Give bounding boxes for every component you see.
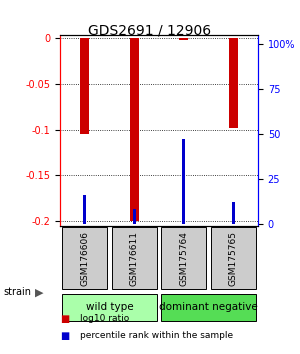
Bar [182, 139, 185, 224]
Text: GSM176611: GSM176611 [130, 230, 139, 286]
Text: ▶: ▶ [34, 288, 43, 298]
FancyBboxPatch shape [211, 227, 256, 290]
Text: GSM176606: GSM176606 [80, 230, 89, 286]
Text: ■: ■ [60, 314, 69, 324]
FancyBboxPatch shape [62, 294, 157, 321]
Text: GSM175765: GSM175765 [229, 230, 238, 286]
Bar [83, 195, 86, 224]
Text: GSM175764: GSM175764 [179, 231, 188, 286]
FancyBboxPatch shape [112, 227, 157, 290]
Bar [229, 38, 238, 128]
Bar [130, 38, 139, 221]
Bar [133, 209, 136, 224]
Bar [232, 202, 235, 224]
Text: wild type: wild type [86, 302, 133, 313]
Bar [80, 38, 89, 134]
Text: log10 ratio: log10 ratio [80, 314, 129, 323]
Text: GDS2691 / 12906: GDS2691 / 12906 [88, 23, 212, 37]
Bar [179, 38, 188, 40]
Text: strain: strain [3, 287, 31, 297]
Text: ■: ■ [60, 331, 69, 341]
Text: percentile rank within the sample: percentile rank within the sample [80, 331, 232, 340]
FancyBboxPatch shape [161, 294, 256, 321]
FancyBboxPatch shape [62, 227, 107, 290]
FancyBboxPatch shape [161, 227, 206, 290]
Text: dominant negative: dominant negative [159, 302, 258, 313]
